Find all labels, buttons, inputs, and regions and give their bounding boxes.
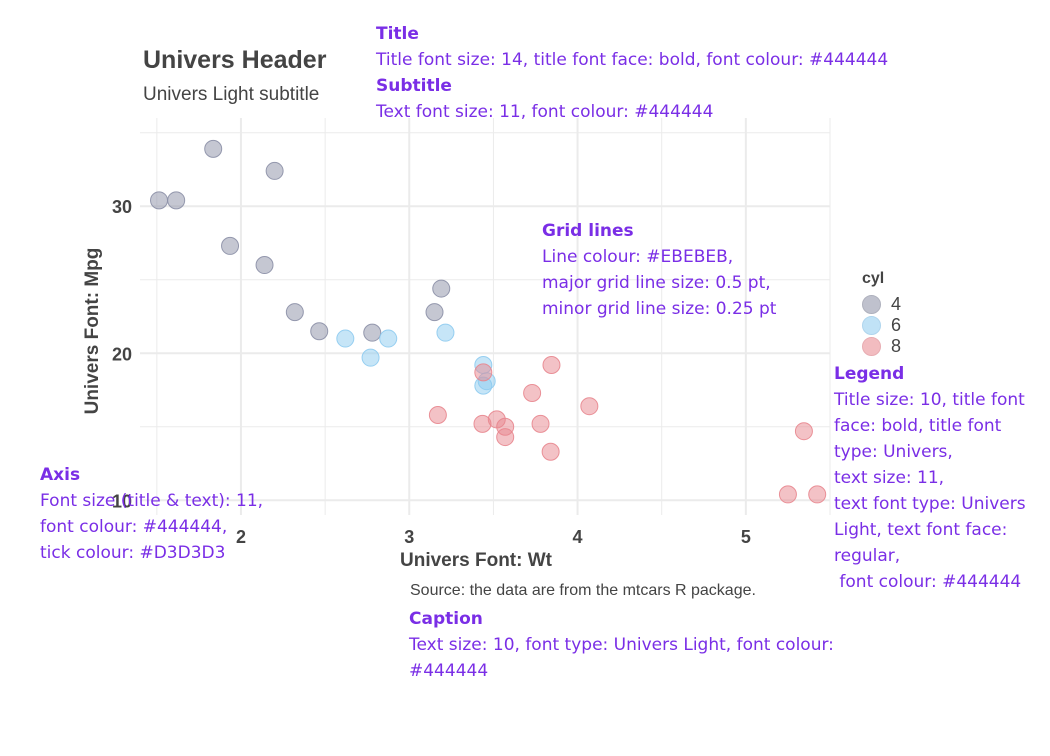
y-tick-label: 10 [112, 491, 132, 511]
grid-annotation-line: Line colour: #EBEBEB, [542, 247, 734, 267]
data-point-cyl-8 [580, 397, 599, 416]
x-tick-label: 2 [236, 527, 246, 547]
grid-annotation-line: major grid line size: 0.5 pt, [542, 273, 771, 293]
chart-subtitle: Univers Light subtitle [143, 84, 320, 105]
legend: cyl 4 6 8 [862, 270, 901, 357]
legend-annotation-line: Title size: 10, title font [834, 390, 1025, 410]
legend-title: cyl [862, 270, 885, 287]
data-point-cyl-8 [474, 363, 493, 382]
data-point-cyl-4 [285, 303, 304, 322]
legend-annotation-line: type: Univers, [834, 442, 953, 462]
legend-item-6: 6 [862, 315, 901, 336]
data-point-cyl-8 [531, 414, 550, 433]
grid-annotation: Grid lines Line colour: #EBEBEB, major g… [542, 218, 776, 322]
data-point-cyl-4 [363, 323, 382, 342]
legend-label-8: 8 [891, 336, 902, 356]
legend-label-6: 6 [891, 315, 902, 335]
x-tick-label: 4 [573, 527, 583, 547]
title-annotation-text: Title font size: 14, title font face: bo… [376, 50, 889, 70]
data-point-cyl-8 [778, 485, 797, 504]
data-point-cyl-8 [473, 414, 492, 433]
data-point-cyl-4 [310, 322, 329, 341]
grid-annotation-line: minor grid line size: 0.25 pt [542, 299, 777, 319]
data-point-cyl-6 [336, 329, 355, 348]
x-tick-label: 3 [404, 527, 414, 547]
subtitle-annotation-text: Text font size: 11, font colour: #444444 [376, 102, 714, 122]
legend-annotation-line: text font type: Univers [834, 494, 1026, 514]
axis-annotation: Axis Font size (title & text): 11, font … [40, 462, 263, 566]
x-axis-title: Univers Font: Wt [400, 550, 552, 571]
title-annotation: Title Title font size: 14, title font fa… [376, 21, 888, 125]
data-point-cyl-6 [379, 329, 398, 348]
data-point-cyl-8 [541, 442, 560, 461]
caption-annotation-line: Text size: 10, font type: Univers Light,… [409, 635, 834, 655]
data-point-cyl-8 [794, 422, 813, 441]
axis-annotation-heading: Axis [40, 465, 81, 485]
legend-key-8 [862, 337, 881, 356]
legend-item-4: 4 [862, 294, 901, 315]
x-tick-label: 5 [741, 527, 751, 547]
axis-annotation-line: Font size (title & text): 11, [40, 491, 264, 511]
legend-label-4: 4 [891, 294, 902, 314]
legend-annotation-heading: Legend [834, 364, 905, 384]
caption-annotation-heading: Caption [409, 609, 483, 629]
data-point-cyl-8 [428, 406, 447, 425]
grid-annotation-heading: Grid lines [542, 221, 634, 241]
data-point-cyl-4 [150, 191, 169, 210]
legend-annotation-line: font colour: #444444 [834, 572, 1022, 592]
data-point-cyl-8 [542, 356, 561, 375]
subtitle-annotation-heading: Subtitle [376, 76, 452, 96]
legend-annotation-line: text size: 11, [834, 468, 945, 488]
data-point-cyl-4 [425, 303, 444, 322]
data-point-cyl-8 [808, 485, 827, 504]
caption-annotation-line: #444444 [409, 661, 489, 681]
legend-annotation-line: face: bold, title font [834, 416, 1002, 436]
y-tick-label: 20 [112, 344, 132, 364]
y-axis-title: Univers Font: Mpg [82, 247, 103, 415]
data-point-cyl-4 [204, 139, 223, 158]
data-point-cyl-4 [432, 279, 451, 298]
data-point-cyl-4 [221, 236, 240, 255]
data-point-cyl-6 [361, 348, 380, 367]
caption-annotation: Caption Text size: 10, font type: Univer… [409, 606, 834, 684]
axis-annotation-line: tick colour: #D3D3D3 [40, 543, 226, 563]
legend-annotation: Legend Title size: 10, title font face: … [834, 361, 1026, 595]
data-point-cyl-4 [167, 191, 186, 210]
chart-caption: Source: the data are from the mtcars R p… [410, 582, 756, 599]
y-tick-label: 30 [112, 197, 132, 217]
data-point-cyl-4 [255, 256, 274, 275]
chart-title: Univers Header [143, 46, 327, 74]
data-point-cyl-8 [523, 383, 542, 402]
legend-item-8: 8 [862, 336, 901, 357]
title-annotation-heading: Title [376, 24, 419, 44]
data-point-cyl-8 [496, 417, 515, 436]
legend-annotation-line: Light, text font face: [834, 520, 1008, 540]
axis-annotation-line: font colour: #444444, [40, 517, 228, 537]
legend-key-6 [862, 316, 881, 335]
data-point-cyl-4 [265, 161, 284, 180]
legend-annotation-line: regular, [834, 546, 901, 566]
data-point-cyl-6 [436, 323, 455, 342]
legend-key-4 [862, 295, 881, 314]
